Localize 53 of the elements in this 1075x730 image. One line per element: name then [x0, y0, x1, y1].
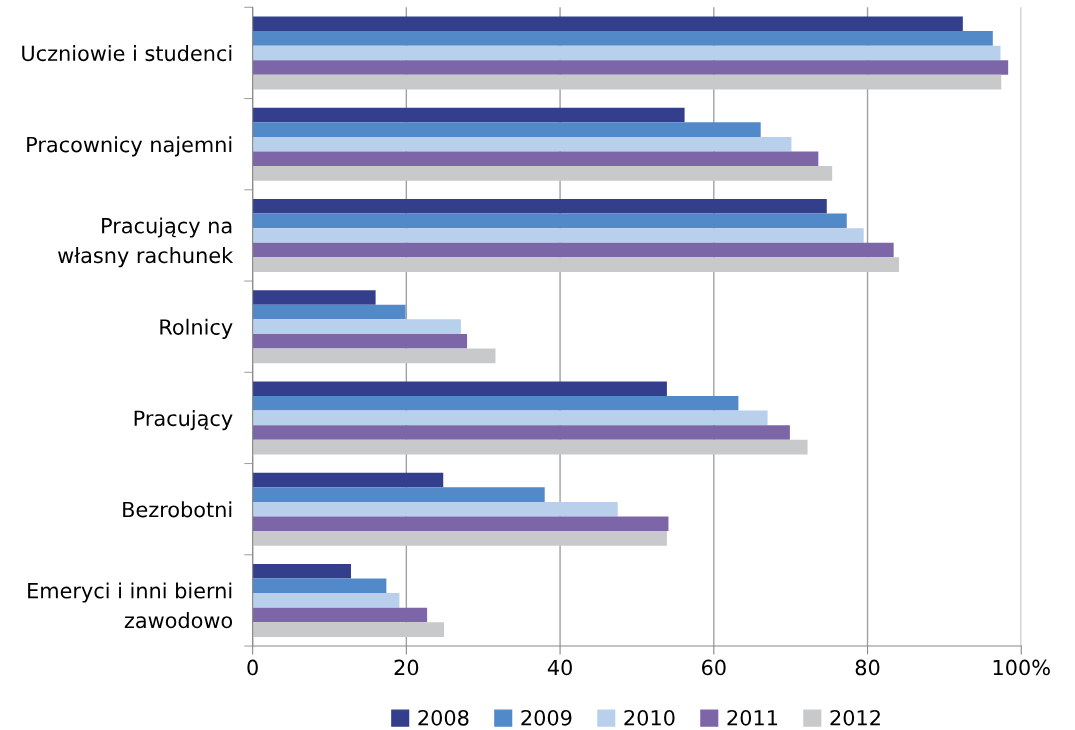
y-tick-label: Bezrobotni	[123, 501, 232, 518]
bar	[252, 578, 387, 594]
bar	[252, 622, 445, 637]
bar	[252, 531, 667, 546]
bar	[252, 122, 761, 137]
bar	[252, 228, 864, 243]
bar	[252, 319, 461, 334]
legend-label: 2012	[830, 709, 880, 726]
x-tick-label: 20	[394, 659, 419, 676]
bar	[252, 198, 827, 214]
bar	[252, 348, 496, 364]
x-tick-label: 40	[547, 659, 572, 676]
legend-label: 2010	[624, 709, 675, 726]
bar	[252, 60, 1009, 75]
legend-label: 2011	[727, 709, 778, 726]
bar	[252, 487, 545, 502]
bar	[252, 242, 894, 258]
bar	[252, 516, 669, 532]
bar	[252, 593, 400, 608]
bar	[252, 333, 468, 349]
y-tick-label: Rolnicy	[160, 318, 233, 339]
y-tick-label: Emeryci i inni bierni zawodowo	[28, 582, 233, 629]
bar	[252, 563, 352, 579]
y-tick-label: Pracujący na własny rachunek	[58, 217, 234, 268]
bar	[252, 166, 833, 181]
bar	[252, 410, 768, 426]
bar	[252, 45, 1001, 61]
bar	[252, 290, 376, 305]
bar	[252, 396, 739, 411]
bar	[252, 439, 808, 455]
bar	[252, 74, 1002, 90]
bar	[252, 107, 685, 123]
bar	[252, 381, 667, 397]
bar	[252, 151, 819, 167]
bar	[252, 425, 790, 440]
bar	[252, 472, 444, 488]
bar	[252, 501, 618, 517]
bar	[252, 16, 963, 32]
bar	[252, 213, 847, 229]
x-tick-label: 0	[247, 659, 258, 676]
bar	[252, 607, 428, 623]
bar	[252, 136, 792, 152]
y-tick-label: Pracownicy najemni	[27, 136, 232, 157]
bar	[252, 304, 406, 320]
y-tick-label: Uczniowie i studenci	[22, 45, 232, 62]
bar	[252, 257, 900, 272]
x-tick-label: 60	[702, 659, 726, 676]
y-tick-label: Pracujący	[134, 410, 233, 431]
legend-label: 2008	[418, 709, 469, 726]
bar	[252, 31, 993, 46]
x-tick-label: 80	[855, 659, 880, 676]
legend-label: 2009	[521, 709, 572, 726]
x-tick-label: 100%	[993, 659, 1050, 676]
